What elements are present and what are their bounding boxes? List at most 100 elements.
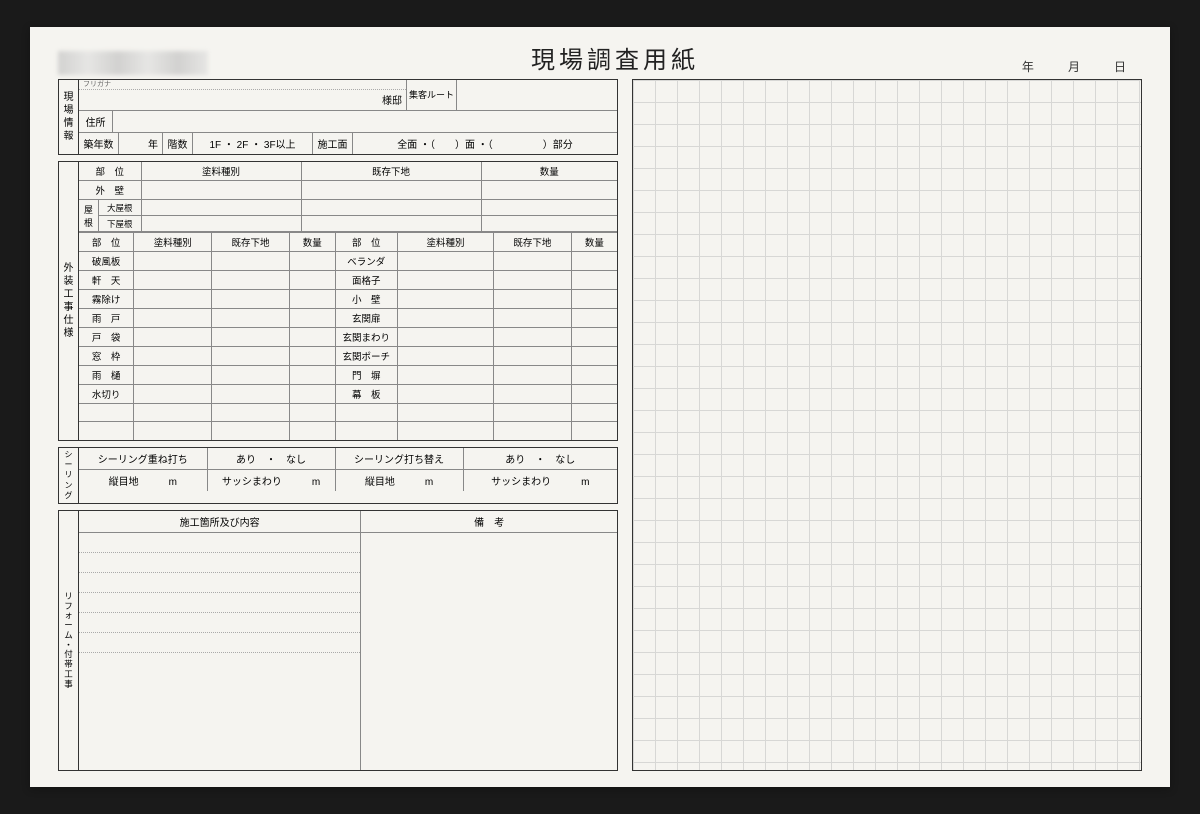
survey-form-paper: 現場調査用紙 年 月 日 現場情報 フリガナ 様邸 [30, 27, 1170, 787]
ext-left-paint[interactable] [134, 309, 212, 328]
form-title: 現場調査用紙 [208, 40, 1022, 75]
ext-right-base[interactable] [493, 404, 571, 422]
wall-qty[interactable] [481, 181, 617, 200]
ext-left-base[interactable] [212, 290, 290, 309]
floors-options[interactable]: 1F ・ 2F ・ 3F以上 [193, 133, 313, 154]
ext-right-base[interactable] [493, 347, 571, 366]
ext-left-qty[interactable] [289, 290, 335, 309]
ext-right-base[interactable] [493, 290, 571, 309]
area-options[interactable]: 全面 ・（ ）面 ・（ ）部分 [353, 133, 617, 154]
sealing-body: シーリング重ね打ち あり ・ なし シーリング打ち替え あり ・ なし 縦目地 … [79, 448, 617, 504]
ext-right-paint[interactable] [397, 347, 493, 366]
ext-row: 雨 戸玄関扉 [79, 309, 617, 328]
ext-left-base[interactable] [212, 366, 290, 385]
ext-right-base[interactable] [493, 252, 571, 271]
ext-right-paint[interactable] [397, 309, 493, 328]
ext-right-label: 玄関まわり [335, 328, 397, 347]
ext-right-qty[interactable] [571, 366, 617, 385]
date-field: 年 月 日 [1022, 58, 1142, 75]
ext-right-qty[interactable] [571, 290, 617, 309]
ext-left-qty[interactable] [289, 422, 335, 440]
ext-right-paint[interactable] [397, 252, 493, 271]
reform-left-lines[interactable] [79, 533, 360, 770]
ext-left-paint[interactable] [134, 290, 212, 309]
ext-right-paint[interactable] [397, 328, 493, 347]
customer-name-field[interactable]: 様邸 [79, 90, 406, 110]
ext-left-qty[interactable] [289, 404, 335, 422]
ext-row: 戸 袋玄関まわり [79, 328, 617, 347]
ext-right-paint[interactable] [397, 366, 493, 385]
ext-left-label: 破風板 [79, 252, 134, 271]
day-label: 日 [1114, 60, 1132, 74]
roof-up-paint[interactable] [141, 200, 301, 216]
ext-left-paint[interactable] [134, 271, 212, 290]
col-base: 既存下地 [301, 162, 481, 181]
ext-left-qty[interactable] [289, 347, 335, 366]
ext-right-base[interactable] [493, 328, 571, 347]
reform-right-area[interactable] [361, 533, 617, 770]
ext-right-base[interactable] [493, 271, 571, 290]
ext-left-base[interactable] [212, 328, 290, 347]
right-column [632, 79, 1142, 771]
ext-left-paint[interactable] [134, 328, 212, 347]
site-info-row3: 築年数 年 階数 1F ・ 2F ・ 3F以上 施工面 全面 ・（ ）面 ・（ … [79, 133, 617, 154]
ext-left-base[interactable] [212, 404, 290, 422]
ext-left-qty[interactable] [289, 309, 335, 328]
roof-up-base[interactable] [301, 200, 481, 216]
ext-left-base[interactable] [212, 252, 290, 271]
ext-right-paint[interactable] [397, 290, 493, 309]
ext-right-base[interactable] [493, 366, 571, 385]
ext-right-qty[interactable] [571, 271, 617, 290]
ext-left-label: 水切り [79, 385, 134, 404]
address-field[interactable] [113, 111, 617, 132]
ext-left-base[interactable] [212, 271, 290, 290]
ext-left-label: 雨 樋 [79, 366, 134, 385]
ext-left-qty[interactable] [289, 385, 335, 404]
age-field[interactable]: 年 [119, 133, 163, 154]
ext-right-qty[interactable] [571, 385, 617, 404]
ext-left-paint[interactable] [134, 404, 212, 422]
wall-paint[interactable] [141, 181, 301, 200]
ext-left-qty[interactable] [289, 252, 335, 271]
ext-left-paint[interactable] [134, 366, 212, 385]
ext-right-qty[interactable] [571, 328, 617, 347]
ext-right-paint[interactable] [397, 271, 493, 290]
ext-left-base[interactable] [212, 385, 290, 404]
ext-right-paint[interactable] [397, 385, 493, 404]
ext-left-paint[interactable] [134, 347, 212, 366]
ext-right-qty[interactable] [571, 422, 617, 440]
roof-low-paint[interactable] [141, 216, 301, 232]
ext-right-paint[interactable] [397, 404, 493, 422]
ext-left-paint[interactable] [134, 385, 212, 404]
ext-row [79, 404, 617, 422]
ext-right-qty[interactable] [571, 309, 617, 328]
ext-right-base[interactable] [493, 422, 571, 440]
ext-right-qty[interactable] [571, 347, 617, 366]
ext-left-qty[interactable] [289, 366, 335, 385]
year-label: 年 [1022, 60, 1040, 74]
ext-row: 水切り幕 板 [79, 385, 617, 404]
site-info-body: フリガナ 様邸 集客ルート 住所 [79, 80, 617, 154]
ext-row: 軒 天面格子 [79, 271, 617, 290]
ext-left-paint[interactable] [134, 422, 212, 440]
site-info-section: 現場情報 フリガナ 様邸 集客ルート [58, 79, 618, 155]
ext-right-qty[interactable] [571, 404, 617, 422]
roof-up-qty[interactable] [481, 200, 617, 216]
sketch-grid-area[interactable] [632, 79, 1142, 771]
site-info-row2: 住所 [79, 111, 617, 133]
ext-left-qty[interactable] [289, 271, 335, 290]
ext-right-qty[interactable] [571, 252, 617, 271]
ext-right-base[interactable] [493, 385, 571, 404]
wall-base[interactable] [301, 181, 481, 200]
ext-left-qty[interactable] [289, 328, 335, 347]
ext-row: 霧除け小 壁 [79, 290, 617, 309]
ext-left-paint[interactable] [134, 252, 212, 271]
ext-left-base[interactable] [212, 347, 290, 366]
ext-left-base[interactable] [212, 422, 290, 440]
ext-right-paint[interactable] [397, 422, 493, 440]
route-field[interactable] [457, 80, 617, 110]
ext-right-base[interactable] [493, 309, 571, 328]
ext-left-base[interactable] [212, 309, 290, 328]
roof-low-qty[interactable] [481, 216, 617, 232]
roof-low-base[interactable] [301, 216, 481, 232]
